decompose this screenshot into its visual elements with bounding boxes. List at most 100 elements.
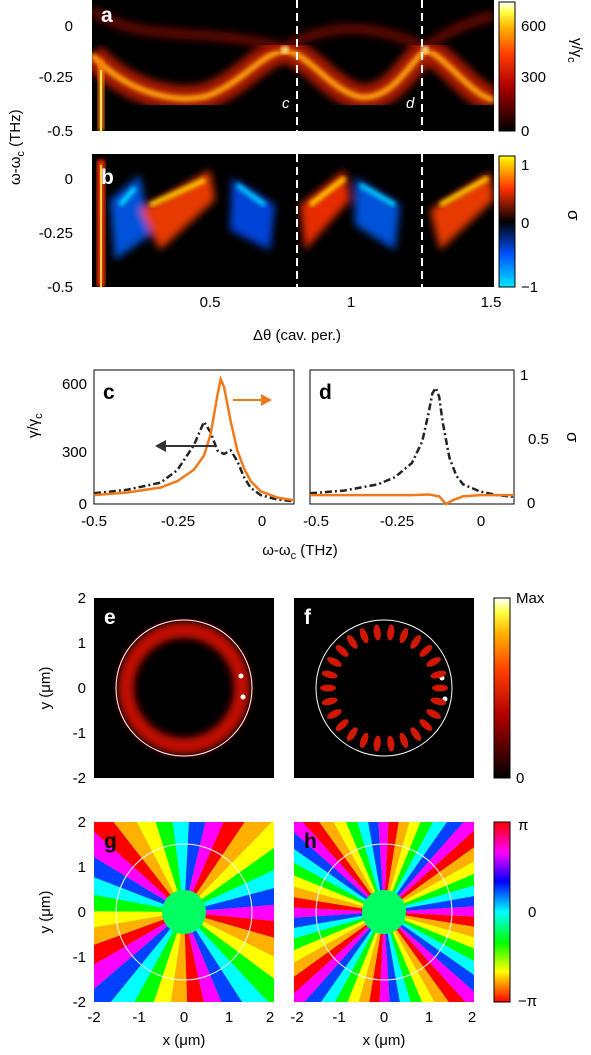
- ytick-label: -2: [73, 994, 86, 1011]
- phase-sector: [384, 912, 449, 1002]
- phase-sector: [384, 847, 474, 912]
- phase-sector: [294, 848, 384, 912]
- mode-lobe: [430, 697, 447, 706]
- phase-sector: [320, 912, 384, 1002]
- panel-f-mode-lobes: [315, 619, 453, 757]
- series-line-sigma: [310, 493, 514, 506]
- phase-sector: [294, 912, 384, 1002]
- cbar-tick: 0: [521, 123, 529, 140]
- panel-h-cavity-circle: [315, 843, 453, 981]
- phase-sector: [333, 822, 384, 912]
- phase-sector: [136, 822, 184, 912]
- ytick-label: -1: [73, 949, 86, 966]
- cbar-tick: π: [518, 817, 528, 834]
- ytick-label: -0.5: [47, 123, 73, 140]
- xtick-label: -2: [290, 1009, 303, 1026]
- ytick-label: 2: [78, 814, 86, 831]
- mode-lobe: [419, 719, 433, 732]
- xtick-label: 2: [266, 1009, 274, 1026]
- mode-lobe: [373, 624, 381, 641]
- mode-lobe: [430, 670, 447, 679]
- phase-sector: [94, 912, 184, 1002]
- panel-g-cavity-circle: [115, 843, 253, 981]
- panel-label-f: f: [304, 606, 312, 629]
- xtick-label: 1: [225, 1009, 233, 1026]
- panel-c-ylabel: γ/γc: [25, 413, 45, 438]
- phase-sector: [94, 877, 184, 912]
- panel-b: b 0 -0.25 -0.5 0.5 1 1.5 1 0 −1 σ: [39, 154, 583, 311]
- ytick-label: 0: [78, 680, 86, 697]
- mode-lobe: [426, 709, 441, 719]
- panel-b-xticks: 0.5 1 1.5: [200, 294, 502, 311]
- phase-sector: [184, 912, 274, 938]
- mode-lobe: [346, 635, 358, 649]
- cbar-tick: 0: [528, 904, 536, 921]
- xtick-label: -0.5: [303, 513, 329, 530]
- phase-sector: [94, 822, 184, 912]
- phase-sector: [294, 822, 384, 912]
- phase-sector: [113, 822, 184, 912]
- phase-sector: [384, 822, 474, 912]
- mode-lobe: [320, 684, 336, 692]
- panel-b-heatmap: [97, 160, 494, 287]
- panel-c-arrow-right: [233, 394, 272, 406]
- phase-sector: [294, 886, 384, 912]
- phase-sector: [294, 912, 384, 963]
- panel-g: g: [94, 822, 274, 1002]
- cbar-tick: Max: [516, 590, 545, 607]
- phase-sector: [319, 822, 384, 912]
- phase-sector: [184, 822, 224, 912]
- ytick-label: 0: [78, 904, 86, 921]
- mode-lobe: [373, 735, 381, 752]
- mode-lobe: [387, 624, 395, 641]
- panel-c-axes: [93, 369, 295, 505]
- phase-sector: [294, 912, 384, 994]
- xtick-label: 0: [258, 513, 266, 530]
- panel-d-axes: [309, 369, 515, 505]
- mode-lobe: [387, 735, 395, 752]
- panel-c-xticks: -0.5 -0.25 0: [81, 513, 266, 530]
- cbar-tick: −π: [518, 993, 537, 1010]
- xtick-label: 0: [180, 1009, 188, 1026]
- panel-label-e: e: [104, 606, 116, 629]
- ytick-label: -1: [73, 725, 86, 742]
- mode-lobe: [399, 628, 409, 644]
- bottom-xticks-g: -2 -1 0 1 2: [87, 1009, 274, 1026]
- panel-e-cavity-circle: [115, 619, 253, 757]
- phase-sector: [384, 912, 411, 1002]
- mode-lobe: [321, 697, 338, 706]
- marker-label-d: d: [406, 95, 415, 112]
- phase-sector: [184, 912, 243, 1002]
- mode-lobe: [335, 719, 349, 732]
- panel-label-b: b: [101, 166, 114, 189]
- phase-sector: [94, 912, 184, 965]
- phase-sector: [184, 822, 274, 912]
- phase-sector: [294, 862, 384, 912]
- panel-a: c d a 0 -0.25 -0.5 600 300 0 γ/γc: [39, 0, 585, 140]
- cbar-tick: 1: [521, 157, 529, 174]
- phase-sector: [384, 912, 474, 976]
- ytick-label: -0.5: [47, 279, 73, 296]
- panel-e-dot: [238, 673, 244, 679]
- colorbar-gh: [493, 821, 511, 1003]
- series-line-ldos: [309, 385, 515, 499]
- panel-c-arrow-left: [155, 440, 215, 452]
- ytick-label: 0: [65, 171, 73, 188]
- ylabel-ef: y (μm): [37, 667, 54, 710]
- mode-lobe: [419, 644, 433, 657]
- ytick-label: 0: [527, 495, 535, 512]
- panel-f: f: [294, 598, 474, 778]
- mode-lobe: [359, 732, 369, 748]
- phase-sector: [358, 912, 384, 1002]
- cbar-tick: 0: [521, 215, 529, 232]
- phase-sector: [302, 822, 384, 912]
- mid-xlabel: ω-ωc (THz): [262, 542, 338, 562]
- xtick-label: 0: [477, 513, 485, 530]
- mode-lobe: [327, 709, 342, 719]
- ytick-label: 1: [78, 859, 86, 876]
- panel-label-a: a: [101, 4, 113, 27]
- panel-b-yticks: 0 -0.25 -0.5: [39, 171, 73, 296]
- ytick-label: 1: [520, 367, 528, 384]
- panel-label-d: d: [319, 381, 332, 404]
- phase-sector: [384, 874, 474, 912]
